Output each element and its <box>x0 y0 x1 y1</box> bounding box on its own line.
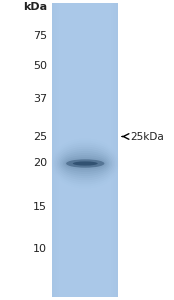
Text: 25: 25 <box>33 131 47 142</box>
Bar <box>116 3 117 297</box>
Bar <box>57 3 58 297</box>
Bar <box>53 3 54 297</box>
Bar <box>112 3 113 297</box>
Text: 10: 10 <box>33 244 47 254</box>
Bar <box>55 3 56 297</box>
Text: 20: 20 <box>33 158 47 169</box>
Ellipse shape <box>65 157 106 170</box>
Bar <box>113 3 114 297</box>
Ellipse shape <box>73 161 98 166</box>
Bar <box>52 3 53 297</box>
Bar <box>115 3 116 297</box>
Text: kDa: kDa <box>23 2 47 13</box>
Text: 50: 50 <box>33 61 47 71</box>
Ellipse shape <box>63 155 107 172</box>
Bar <box>52 3 118 297</box>
Text: 15: 15 <box>33 202 47 212</box>
Bar <box>117 3 118 297</box>
Ellipse shape <box>66 159 104 168</box>
Text: 25kDa: 25kDa <box>130 131 164 142</box>
Bar <box>58 3 59 297</box>
Text: 37: 37 <box>33 94 47 104</box>
Bar <box>54 3 55 297</box>
Text: 75: 75 <box>33 31 47 41</box>
Bar <box>56 3 57 297</box>
Bar <box>111 3 112 297</box>
Bar <box>114 3 115 297</box>
